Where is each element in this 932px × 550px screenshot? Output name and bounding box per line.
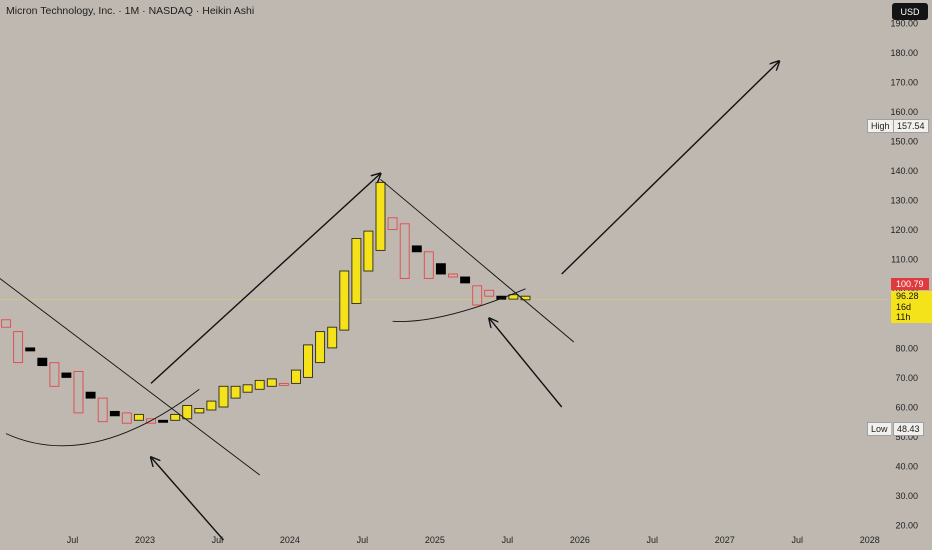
last-price-value: 96.28 (896, 291, 919, 301)
high-label: High (867, 119, 893, 133)
candle-2023-04[interactable] (182, 405, 193, 420)
candle-2024-07[interactable] (363, 230, 374, 272)
candle-2024-02[interactable] (303, 344, 313, 378)
time-tick-label: Jul (67, 535, 79, 545)
time-tick-label: 2027 (715, 535, 735, 545)
price-tick-label: 20.00 (895, 521, 918, 531)
time-tick-label: Jul (792, 535, 804, 545)
price-tick-label: 180.00 (890, 48, 918, 58)
time-tick-label: 2026 (570, 535, 590, 545)
price-tick-label: 40.00 (895, 462, 918, 472)
time-tick-label: Jul (502, 535, 514, 545)
candle-2023-09[interactable] (242, 384, 253, 393)
price-tick-label: 190.00 (890, 18, 918, 28)
candle-2022-12[interactable] (133, 413, 144, 421)
price-tick-label: 130.00 (890, 196, 918, 206)
candle-2023-02[interactable] (158, 419, 169, 423)
candle-2024-05[interactable] (339, 270, 350, 331)
candle-2023-05[interactable] (194, 408, 205, 414)
prev-close-tag: 100.79 (891, 278, 929, 290)
low-label: Low (867, 422, 891, 436)
price-tick-label: 170.00 (890, 77, 918, 87)
low-value: 48.43 (893, 422, 924, 436)
candle-2024-06[interactable] (351, 238, 362, 304)
candle-2025-03[interactable] (460, 276, 471, 284)
candle-2025-06[interactable] (496, 295, 507, 300)
high-value: 157.54 (893, 119, 929, 133)
candle-2025-01[interactable] (435, 263, 446, 275)
last-price-tag: 96.28 16d 11h (891, 291, 932, 323)
candle-2023-08[interactable] (230, 385, 241, 399)
trendline-drawing-1[interactable] (380, 179, 575, 343)
time-axis[interactable]: Jul 2023 Jul 2024 Jul 2025 Jul 2026 Jul 2027 Jul 20… (67, 535, 880, 545)
candle-2022-02[interactable] (13, 331, 24, 364)
candle-2023-07[interactable] (218, 385, 229, 408)
arrow-drawing-5[interactable] (151, 457, 225, 541)
price-tick-label: 120.00 (890, 225, 918, 235)
candle-2023-06[interactable] (206, 400, 217, 411)
time-tick-label: 2025 (425, 535, 445, 545)
candle-2024-12[interactable] (423, 251, 434, 279)
candle-2022-05[interactable] (49, 362, 60, 387)
price-tick-label: 140.00 (890, 166, 918, 176)
arc-drawing-2[interactable] (5, 388, 200, 447)
time-tick-label: 2023 (135, 535, 155, 545)
price-tick-label: 70.00 (895, 373, 918, 383)
price-tick-label: 30.00 (895, 491, 918, 501)
candle-2024-03[interactable] (315, 331, 326, 364)
drawings[interactable] (0, 61, 779, 541)
candle-2025-05[interactable] (484, 289, 495, 297)
trendline-drawing-0[interactable] (0, 274, 260, 476)
candle-2024-09[interactable] (387, 217, 398, 231)
candle-2024-11[interactable] (411, 245, 422, 253)
price-tick-label: 80.00 (895, 343, 918, 353)
currency-button[interactable]: USD (892, 3, 928, 20)
bar-countdown: 16d 11h (896, 301, 912, 323)
price-tick-label: 150.00 (890, 137, 918, 147)
chart-title: Micron Technology, Inc. · 1M · NASDAQ · … (6, 5, 255, 17)
arc-drawing-3[interactable] (392, 288, 526, 322)
candle-2022-11[interactable] (121, 412, 132, 424)
time-tick-label: Jul (647, 535, 659, 545)
candle-2022-04[interactable] (37, 357, 48, 367)
candle-2023-12[interactable] (278, 382, 289, 386)
candle-2025-07[interactable] (508, 294, 519, 300)
candle-2024-10[interactable] (399, 223, 410, 279)
candle-2022-09[interactable] (97, 397, 108, 423)
price-tick-label: 110.00 (891, 255, 918, 265)
price-tick-label: 60.00 (895, 403, 918, 413)
candle-2023-01[interactable] (146, 418, 156, 424)
arrow-drawing-7[interactable] (489, 318, 563, 408)
candle-2025-04[interactable] (472, 285, 483, 306)
price-tick-label: 160.00 (890, 107, 918, 117)
candle-2024-08[interactable] (375, 181, 386, 251)
candle-2023-11[interactable] (266, 378, 277, 387)
candle-2022-01[interactable] (1, 319, 11, 328)
candle-2022-08[interactable] (85, 391, 96, 399)
candle-2023-03[interactable] (170, 413, 181, 421)
candle-2022-03[interactable] (25, 347, 36, 352)
candle-2022-10[interactable] (109, 410, 120, 417)
time-tick-label: 2028 (860, 535, 880, 545)
candle-2022-06[interactable] (61, 372, 72, 378)
candle-2024-01[interactable] (291, 369, 301, 384)
price-tick-label: 50.00 (895, 432, 918, 442)
candle-2024-04[interactable] (327, 326, 338, 349)
time-tick-label: Jul (357, 535, 369, 545)
time-tick-label: 2024 (280, 535, 300, 545)
arrow-drawing-4[interactable] (150, 174, 381, 384)
candle-2025-02[interactable] (448, 273, 458, 278)
time-tick-label: Jul (212, 535, 224, 545)
candles[interactable] (1, 181, 531, 424)
candle-2023-10[interactable] (254, 379, 265, 390)
arrow-drawing-6[interactable] (561, 61, 779, 275)
candle-2022-07[interactable] (73, 371, 84, 414)
